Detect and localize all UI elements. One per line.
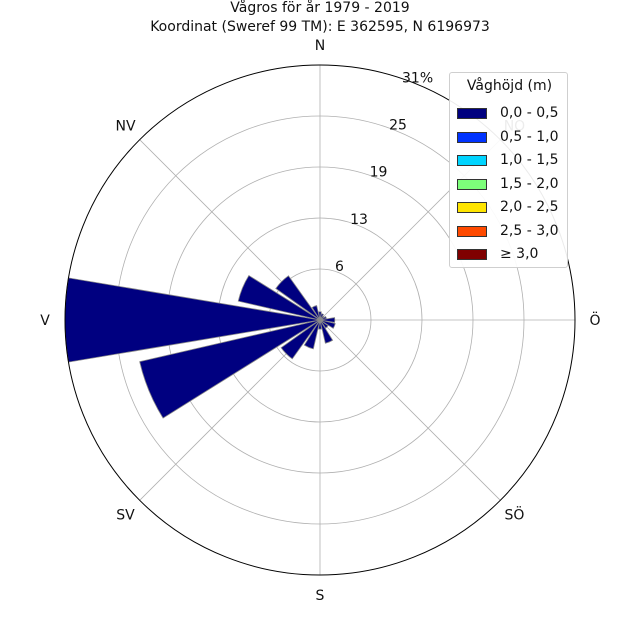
radial-tick-label: 25 [389, 118, 407, 134]
legend-label: ≥ 3,0 [500, 246, 539, 262]
legend-swatch [457, 178, 487, 190]
legend-title: Våghöjd (m) [466, 78, 553, 94]
legend-swatch [457, 202, 487, 213]
direction-label: Ö [589, 311, 600, 329]
sector-bar [237, 274, 321, 321]
legend-label: 0,5 - 1,0 [500, 128, 559, 145]
sector-bar [319, 317, 336, 323]
legend-label: 1,5 - 2,0 [500, 175, 559, 192]
outer-ring [64, 64, 576, 576]
legend-label: 2,5 - 3,0 [500, 222, 559, 239]
legend-label: 0,0 - 0,5 [500, 105, 559, 121]
sector-bar [319, 319, 334, 344]
sector-bar [319, 315, 327, 321]
direction-label: SÖ [505, 505, 525, 523]
direction-label: S [316, 588, 325, 604]
chart-title: Vågros för år 1979 - 2019 [230, 0, 410, 16]
legend: Våghöjd (m) 0,0 - 0,5 0,5 - 1,0 1,0 - 1,5 1… [449, 72, 568, 268]
legend-swatch [457, 131, 487, 143]
sector-bar [139, 319, 321, 419]
sector-bars [64, 64, 576, 576]
sector-bar [319, 319, 329, 329]
chart-subtitle: Koordinat (Sweref 99 TM): E 362595, N 61… [150, 19, 490, 35]
sector-bar [318, 311, 322, 321]
legend-swatch [457, 155, 487, 166]
legend-label: 2,0 - 2,5 [500, 199, 559, 215]
legend-swatch [457, 225, 487, 237]
radial-tick-label: 13 [350, 212, 368, 228]
sector-bar [318, 319, 322, 330]
direction-label: SV [116, 507, 135, 523]
sector-bar [303, 319, 321, 350]
legend-label: 1,0 - 1,5 [500, 152, 559, 168]
radial-tick-label: 6 [335, 259, 344, 275]
grid-spoke [319, 319, 501, 501]
radial-tick-label: 19 [370, 165, 388, 181]
sector-bar [319, 319, 336, 329]
legend-swatch [457, 249, 487, 260]
legend-swatch [457, 108, 487, 119]
direction-label: V [40, 313, 50, 329]
direction-label: NV [116, 119, 136, 135]
sector-bar [280, 319, 321, 360]
radial-tick-label: 31% [402, 70, 433, 86]
sector-bar [275, 275, 321, 321]
direction-label: N [315, 38, 325, 54]
sector-bar [311, 305, 321, 321]
